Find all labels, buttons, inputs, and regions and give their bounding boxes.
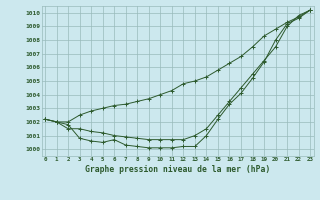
X-axis label: Graphe pression niveau de la mer (hPa): Graphe pression niveau de la mer (hPa) [85, 165, 270, 174]
